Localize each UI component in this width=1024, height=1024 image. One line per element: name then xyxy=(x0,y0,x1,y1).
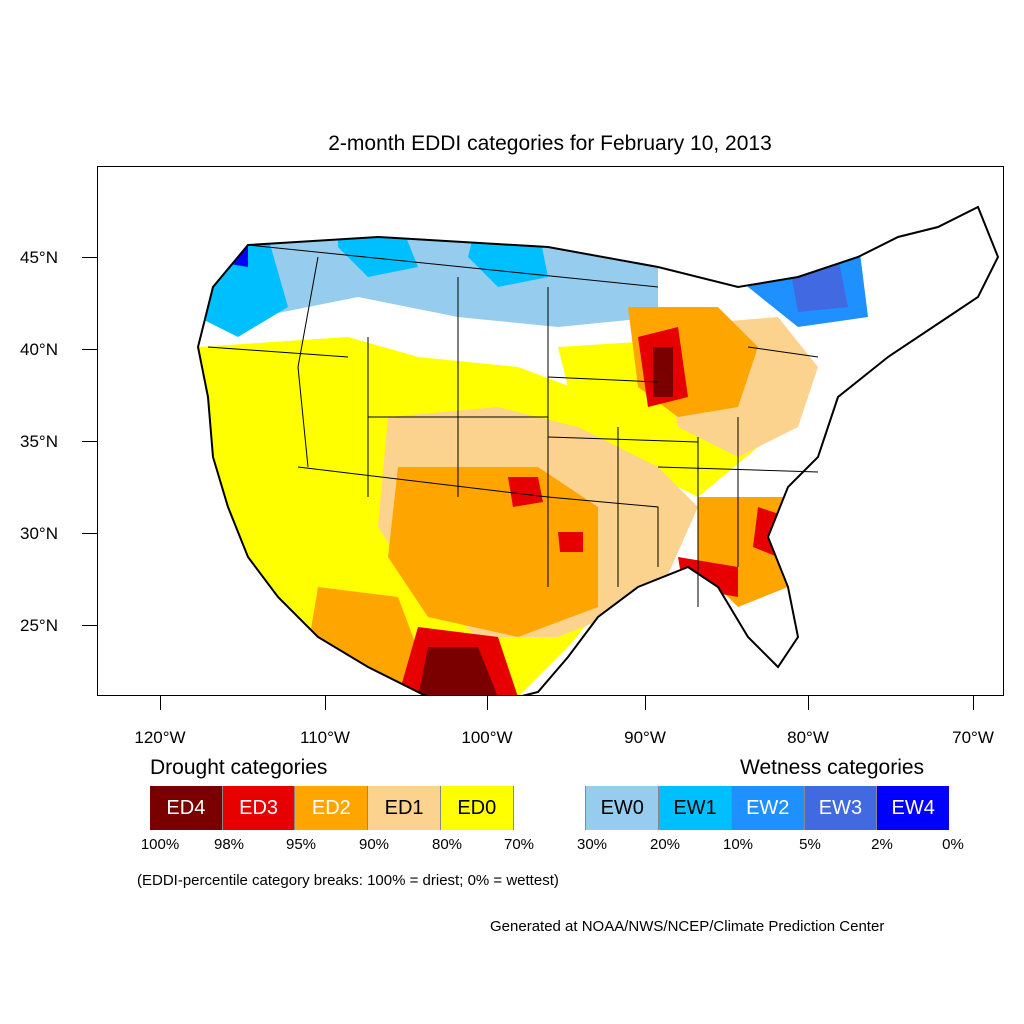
lon-label-100: 100°W xyxy=(461,728,513,747)
wetness-heading: Wetness categories xyxy=(740,756,925,779)
state-borders xyxy=(207,244,819,607)
lat-tick xyxy=(82,441,97,442)
break-label: 2% xyxy=(871,836,893,853)
eddi-map xyxy=(97,166,1004,696)
break-label: 30% xyxy=(576,836,608,853)
legend-swatch-ew0: EW0 xyxy=(586,786,660,830)
lon-label-70: 70°W xyxy=(952,728,994,747)
lon-tick xyxy=(160,696,161,710)
lat-label-30: 30°N xyxy=(20,524,58,543)
lon-tick xyxy=(645,696,646,710)
lon-label-110: 110°W xyxy=(300,728,350,747)
lon-tick xyxy=(808,696,809,710)
category-note: (EDDI-percentile category breaks: 100% =… xyxy=(137,872,559,889)
break-label: 90% xyxy=(358,836,390,853)
lon-label-120: 120°W xyxy=(134,728,186,747)
legend-swatch-ed1: ED1 xyxy=(368,786,441,830)
break-label: 70% xyxy=(503,836,535,853)
lat-label-40: 40°N xyxy=(20,340,58,359)
lat-label-45: 45°N xyxy=(20,248,58,267)
lat-tick xyxy=(82,625,97,626)
break-label: 100% xyxy=(140,836,180,853)
break-label: 98% xyxy=(213,836,245,853)
lat-tick xyxy=(82,349,97,350)
lon-label-80: 80°W xyxy=(787,728,829,747)
map-title: 2-month EDDI categories for February 10,… xyxy=(328,132,772,155)
lat-tick xyxy=(82,533,97,534)
legend-swatch-ew1: EW1 xyxy=(659,786,732,830)
lat-label-35: 35°N xyxy=(20,432,58,451)
break-label: 20% xyxy=(649,836,681,853)
lon-tick xyxy=(973,696,974,710)
legend-swatch-ew3: EW3 xyxy=(804,786,878,830)
break-label: 5% xyxy=(799,836,821,853)
lon-label-90: 90°W xyxy=(624,728,666,747)
credit-line: Generated at NOAA/NWS/NCEP/Climate Predi… xyxy=(490,918,885,935)
legend-swatch-ed4: ED4 xyxy=(150,786,223,830)
legend-colorbar: ED4 ED3 ED2 ED1 ED0 EW0 EW1 EW2 EW3 EW4 xyxy=(150,786,950,830)
legend-swatch-ew4: EW4 xyxy=(877,786,950,830)
break-label: 0% xyxy=(942,836,964,853)
map-canvas xyxy=(197,206,999,695)
legend-swatch-neutral xyxy=(513,786,587,830)
legend-swatch-ed3: ED3 xyxy=(222,786,296,830)
legend-swatch-ew2: EW2 xyxy=(731,786,805,830)
break-label: 10% xyxy=(722,836,754,853)
legend-swatch-ed0: ED0 xyxy=(440,786,514,830)
lon-tick xyxy=(325,696,326,710)
lon-tick xyxy=(487,696,488,710)
legend-swatch-ed2: ED2 xyxy=(295,786,369,830)
break-label: 95% xyxy=(285,836,317,853)
break-label: 80% xyxy=(431,836,463,853)
lat-tick xyxy=(82,257,97,258)
drought-heading: Drought categories xyxy=(150,756,328,779)
lat-label-25: 25°N xyxy=(20,616,58,635)
